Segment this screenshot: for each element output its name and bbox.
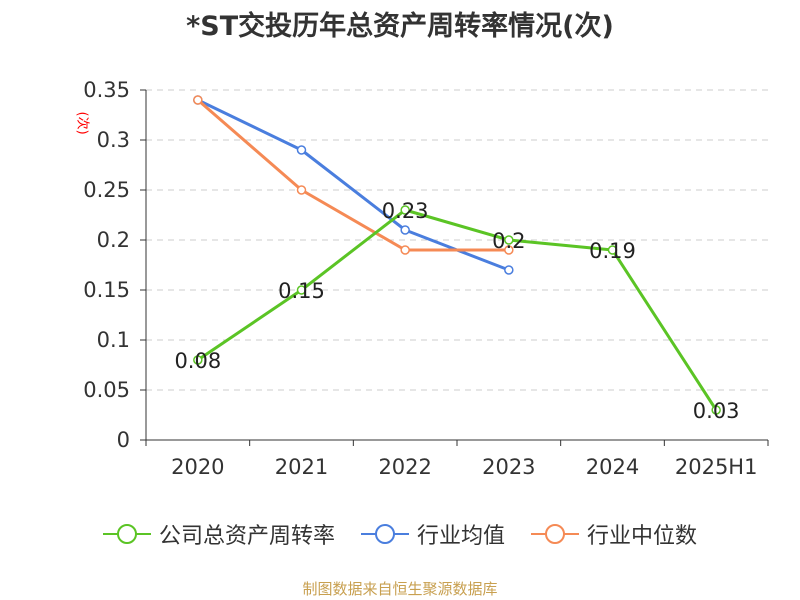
data-label: 0.2 [492, 229, 525, 253]
legend-label-industry-mean: 行业均值 [416, 524, 505, 549]
legend: 公司总资产周转率 行业均值 行业中位数 [0, 518, 800, 550]
series-point [504, 245, 514, 255]
legend-label-company: 公司总资产周转率 [158, 524, 335, 549]
axes: 0 0.05 0.1 0.15 0.2 0.25 0.3 0.35 2020 2021 2022 20… [83, 78, 769, 479]
legend-marker-industry-median [531, 524, 579, 544]
y-tick-label: 0.25 [83, 178, 130, 202]
series-point [296, 145, 307, 155]
x-tick-label: 2024 [586, 455, 639, 479]
y-tick-label: 0.2 [97, 228, 130, 252]
series-point [711, 405, 721, 415]
data-labels: 0.08 0.15 0.23 0.2 0.19 0.03 [174, 199, 739, 423]
series-line [196, 208, 718, 411]
series-point [400, 245, 410, 255]
legend-item-industry-median[interactable]: 行业中位数 [531, 518, 697, 550]
series-point [296, 285, 307, 295]
y-tick-label: 0.35 [83, 78, 130, 102]
legend-item-industry-mean[interactable]: 行业均值 [360, 518, 505, 550]
y-tick-label: 0.15 [83, 278, 130, 302]
data-label: 0.08 [174, 349, 221, 373]
legend-label-industry-median: 行业中位数 [587, 524, 698, 549]
legend-marker-industry-mean [360, 524, 409, 544]
series-line [196, 98, 509, 252]
x-tick-label: 2021 [275, 455, 328, 479]
x-tick-label: 2025H1 [675, 455, 758, 479]
series-point [193, 95, 203, 105]
x-tick-label: 2022 [378, 455, 431, 479]
series-point [296, 185, 307, 195]
y-tick-label: 0 [117, 428, 130, 452]
data-label: 0.23 [382, 199, 429, 223]
legend-marker-company [102, 524, 151, 544]
series-line [197, 98, 510, 272]
series-lines [193, 95, 721, 415]
x-tick-label: 2023 [482, 455, 535, 479]
series-point [193, 355, 203, 365]
y-tick-label: 0.3 [97, 128, 130, 152]
y-tick-label: 0.1 [97, 328, 130, 352]
data-label: 0.15 [278, 279, 325, 303]
data-label: 0.03 [693, 399, 740, 423]
data-label: 0.19 [589, 239, 636, 263]
series-point [504, 265, 514, 275]
series-point [400, 205, 410, 215]
x-tick-label: 2020 [171, 455, 224, 479]
data-source: 制图数据来自恒生聚源数据库 [302, 580, 498, 598]
series-point [400, 225, 410, 235]
grid-lines [146, 89, 768, 391]
y-tick-label: 0.05 [83, 378, 130, 402]
series-point [504, 235, 514, 245]
series-point [607, 245, 618, 255]
chart-title: *ST交投历年总资产周转率情况(次) [186, 11, 614, 42]
legend-item-company[interactable]: 公司总资产周转率 [102, 518, 335, 550]
